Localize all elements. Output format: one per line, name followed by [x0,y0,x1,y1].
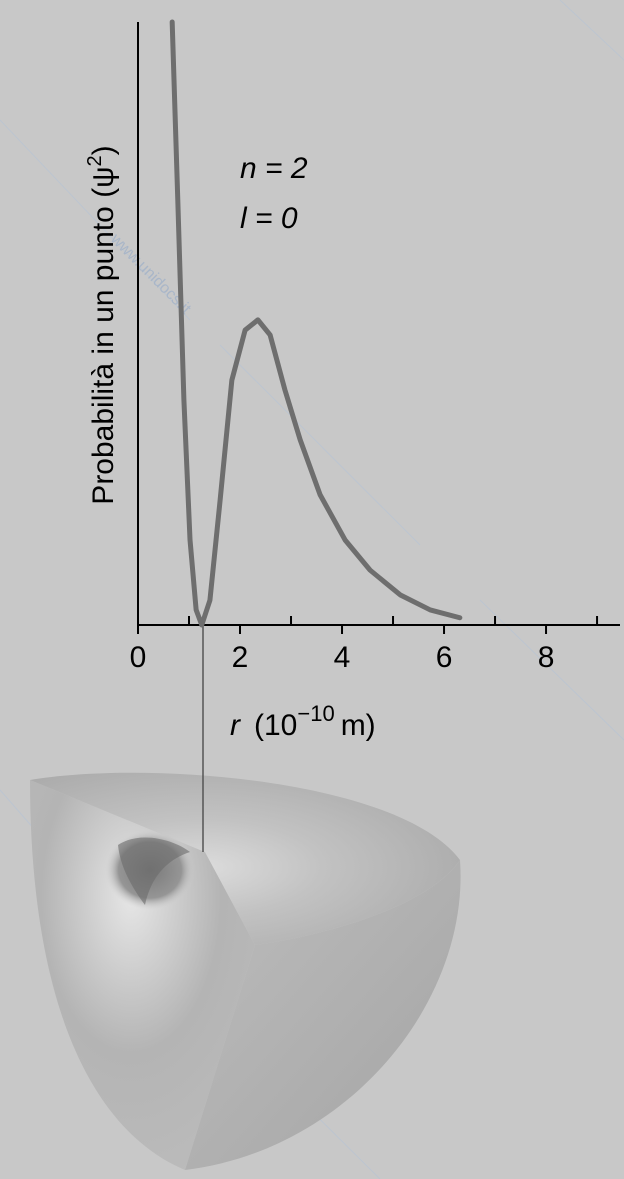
x-tick-label: 8 [538,641,555,674]
x-tick-label: 6 [436,641,453,674]
y-label-exponent: 2 [84,155,106,166]
x-label-prefix: (10 [254,709,297,742]
annotation: n = 2 [240,152,308,185]
x-tick-label: 0 [130,641,147,674]
y-label-text: Probabilità in un punto (ψ [87,166,120,504]
x-label-unit: m) [341,709,376,742]
x-label-exponent: −10 [297,701,334,726]
x-tick-label: 4 [334,641,351,674]
x-label-symbol: r [230,709,241,742]
x-axis-label: r (10−10 m) [230,701,376,742]
y-axis-label: Probabilità in un punto (ψ2) [84,145,120,504]
curve [172,22,460,625]
x-tick-label: 2 [232,641,249,674]
page: www.unidocs.it www.unidocs.it n = 2 l = … [0,0,624,1179]
sphere-illustration [30,773,461,1170]
annotation: l = 0 [240,202,298,235]
figure: www.unidocs.it www.unidocs.it n = 2 l = … [0,0,624,1179]
y-label-close: ) [87,145,120,155]
